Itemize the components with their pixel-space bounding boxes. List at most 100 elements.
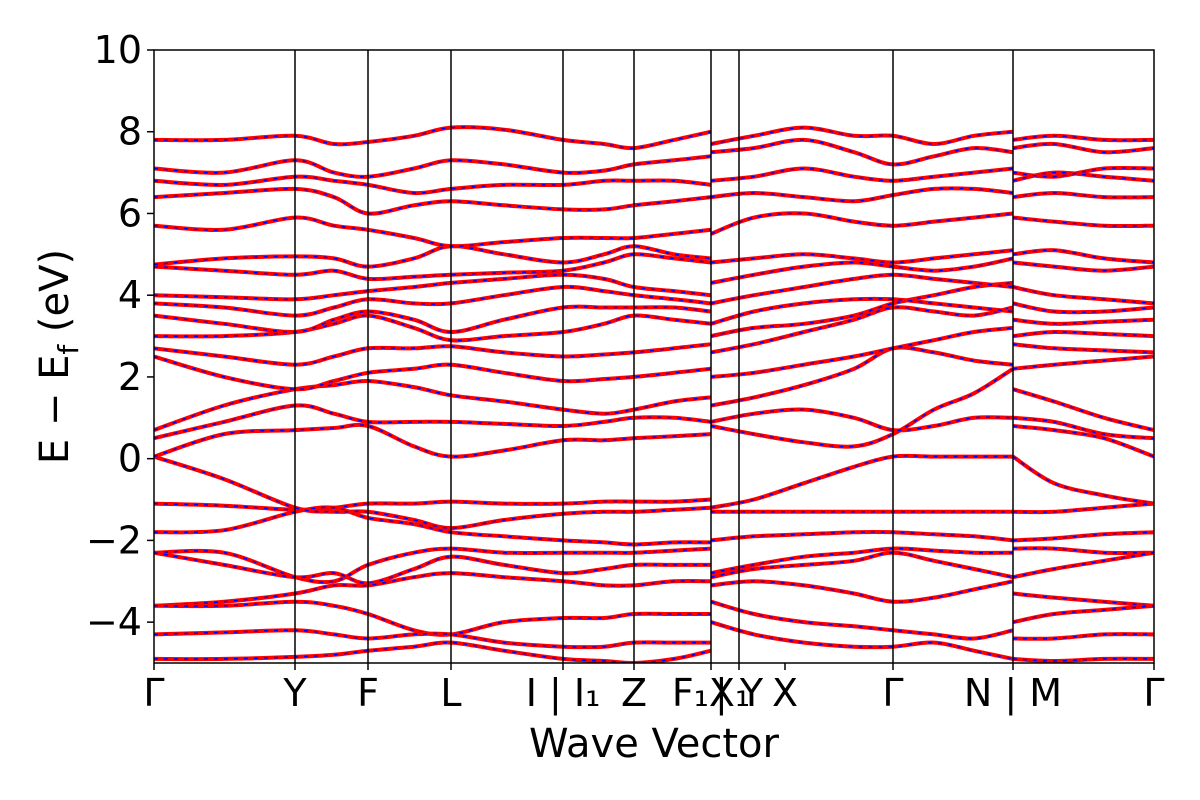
band-line-overlay-40 [710, 273, 1014, 305]
band-line-overlay-32 [710, 621, 1014, 660]
x-tick-label-0: Γ [143, 671, 164, 715]
plot-frame [153, 49, 1155, 664]
band-line-48 [1011, 454, 1154, 506]
band-line-37 [710, 305, 1014, 355]
band-line-overlay-8 [154, 455, 712, 529]
y-tick-label-5: 6 [118, 191, 142, 235]
band-line-5 [154, 599, 711, 637]
band-line-44 [710, 186, 1014, 204]
band-line-43 [710, 211, 1014, 236]
band-line-33 [710, 367, 1015, 449]
y-tick-label-2: 0 [118, 437, 142, 481]
band-line-overlay-52 [1012, 551, 1154, 578]
band-line-overlay-33 [710, 368, 1014, 448]
band-line-overlay-60 [1012, 355, 1154, 370]
band-line-overlay-70 [1012, 171, 1154, 182]
band-line-overlay-27 [710, 531, 1014, 542]
band-line-27 [710, 529, 1014, 543]
band-line-overlay-65 [1012, 286, 1154, 305]
band-line-overlay-29 [710, 551, 1014, 578]
x-tick-label-2: F [357, 671, 379, 715]
band-line-66 [1012, 260, 1154, 273]
band-line-overlay-41 [710, 257, 1014, 284]
band-line-overlay-54 [1012, 605, 1154, 623]
band-line-overlay-31 [710, 600, 1014, 640]
x-tick-label-7: | Y [715, 671, 764, 716]
band-line-overlay-47 [710, 126, 1014, 145]
band-line-overlay-39 [710, 297, 1014, 325]
band-line-51 [1012, 546, 1154, 555]
band-line-overlay-4 [154, 572, 712, 607]
band-line-0 [154, 497, 712, 512]
band-line-36 [710, 325, 1014, 379]
band-line-42 [710, 248, 1014, 265]
band-line-overlay-46 [710, 139, 1014, 166]
band-line-9 [154, 422, 712, 459]
band-line-59 [1012, 387, 1154, 433]
y-tick-label-0: −4 [86, 600, 142, 644]
band-line-overlay-48 [1012, 455, 1154, 505]
band-line-overlay-42 [710, 249, 1014, 264]
x-tick-label-9: Γ [882, 671, 903, 715]
band-line-46 [710, 137, 1014, 167]
y-tick-label-4: 4 [118, 273, 142, 317]
band-line-39 [710, 296, 1014, 326]
band-line-overlay-57 [1012, 425, 1154, 458]
band-line-8 [154, 454, 712, 531]
band-line-overlay-35 [710, 346, 1014, 407]
x-tick-label-11: Γ [1143, 671, 1164, 715]
x-tick-label-1: Y [282, 671, 307, 715]
band-lines [154, 125, 1154, 663]
band-line-overlay-64 [1012, 302, 1154, 314]
y-axis-label-unit: (eV) [32, 249, 78, 345]
kpath-divider-lines [294, 50, 1014, 663]
y-axis-label-subscript: f [52, 344, 85, 355]
band-line-69 [1012, 190, 1154, 200]
band-line-overlay-28 [710, 547, 1014, 574]
band-line-73 [1012, 133, 1154, 143]
x-tick-label-5: Z [621, 671, 647, 715]
band-line-12 [154, 354, 712, 392]
band-line-overlay-45 [710, 167, 1014, 182]
y-tick-label-6: 8 [118, 110, 142, 154]
band-line-62 [1012, 329, 1154, 339]
band-line-overlay-71 [1012, 167, 1154, 178]
band-line-overlay-44 [710, 187, 1014, 203]
band-line-overlay-36 [710, 327, 1014, 378]
band-line-60 [1012, 354, 1154, 371]
x-axis-label: Wave Vector [529, 721, 780, 767]
y-tick-label-7: 10 [94, 28, 142, 72]
y-tick-label-3: 2 [118, 355, 142, 399]
y-axis-label: E − Ef (eV) [32, 249, 85, 464]
band-line-overlay-67 [1012, 249, 1154, 264]
x-tick-label-8: X [772, 671, 798, 715]
band-line-56 [1012, 656, 1154, 663]
band-line-20 [154, 215, 712, 249]
band-line-45 [710, 166, 1014, 183]
y-axis-label-main: E − E [32, 355, 78, 465]
band-line-23 [154, 154, 712, 179]
band-line-7 [154, 640, 712, 663]
x-tick-label-6: F₁X₁ [672, 671, 750, 715]
band-line-overlay-53 [1012, 592, 1154, 607]
band-line-61 [1012, 342, 1154, 355]
band-line-overlay-58 [1012, 417, 1154, 439]
band-line-overlay-30 [710, 580, 1014, 603]
band-line-overlay-12 [154, 355, 712, 391]
band-line-68 [1012, 215, 1154, 229]
band-line-16 [154, 284, 712, 318]
band-line-overlay-43 [710, 212, 1014, 235]
band-line-53 [1012, 591, 1154, 608]
x-tick-label-4: I | I₁ [526, 671, 601, 716]
y-tick-label-1: −2 [86, 518, 142, 562]
x-tick-label-3: L [440, 671, 461, 715]
band-line-55 [1012, 632, 1154, 641]
band-line-30 [710, 579, 1014, 604]
y-axis-ticks: −4 −2 0 2 4 6 8 10 [86, 28, 154, 644]
band-line-50 [1012, 530, 1154, 543]
x-tick-label-10: N | M [964, 671, 1062, 716]
band-line-63 [1012, 317, 1154, 326]
band-line-34 [710, 407, 1014, 433]
